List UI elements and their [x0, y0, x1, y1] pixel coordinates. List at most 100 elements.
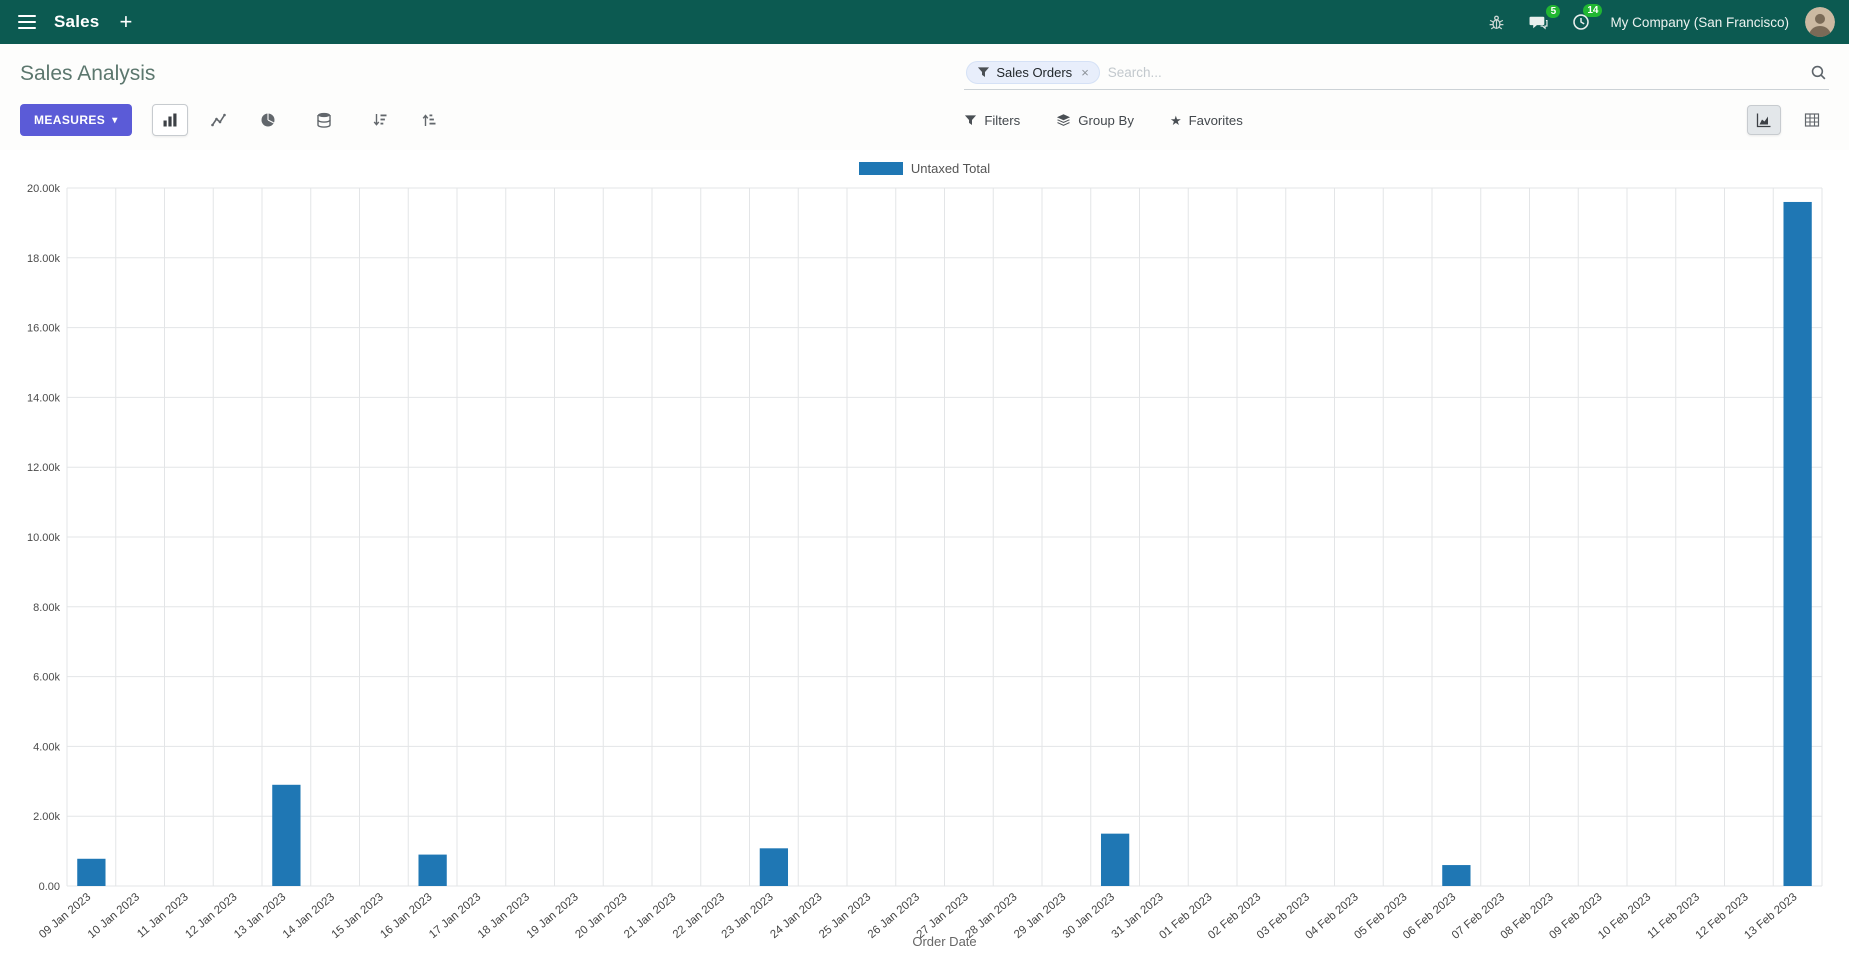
pivot-view-button[interactable] [1795, 105, 1829, 135]
activities-badge: 14 [1583, 4, 1603, 17]
user-avatar[interactable] [1805, 7, 1835, 37]
sort-ascending-button[interactable] [411, 104, 447, 136]
search-icon[interactable] [1810, 64, 1827, 81]
bar[interactable] [272, 784, 301, 886]
x-axis-label: 09 Jan 2023 [37, 891, 93, 941]
y-axis-label: 8.00k [33, 602, 60, 614]
search-bar[interactable]: Sales Orders × [964, 59, 1829, 90]
search-input[interactable] [1107, 64, 1802, 80]
x-axis-label: 18 Jan 2023 [476, 891, 532, 941]
x-axis-label: 13 Jan 2023 [232, 891, 288, 941]
sort-descending-icon [373, 114, 387, 126]
x-axis-label: 13 Feb 2023 [1742, 891, 1799, 942]
group-by-button[interactable]: Group By [1056, 113, 1134, 128]
area-chart-view-icon [1756, 113, 1771, 128]
x-axis-label: 15 Jan 2023 [330, 891, 386, 941]
measures-label: MEASURES [34, 113, 106, 127]
x-axis-label: 11 Jan 2023 [135, 891, 191, 940]
x-axis-label: 01 Feb 2023 [1157, 891, 1214, 942]
measures-button[interactable]: MEASURES ▾ [20, 104, 132, 136]
x-axis-label: 03 Feb 2023 [1255, 891, 1312, 942]
messages-button[interactable]: 5 [1525, 4, 1561, 35]
favorites-label: Favorites [1188, 112, 1243, 128]
graph-view-button[interactable] [1747, 105, 1781, 135]
legend-swatch [858, 161, 903, 175]
chart-type-group [151, 104, 286, 136]
bar[interactable] [1442, 865, 1471, 886]
line-chart-icon [210, 113, 226, 127]
clock-icon [1573, 14, 1590, 30]
line-chart-button[interactable] [201, 104, 237, 136]
bar[interactable] [759, 848, 789, 886]
legend-label: Untaxed Total [910, 160, 991, 176]
chevron-down-icon: ▾ [112, 114, 118, 126]
x-axis-label: 06 Feb 2023 [1401, 891, 1458, 942]
breadcrumb-row: Sales Analysis Sales Orders × [20, 52, 1829, 96]
bar-chart-icon [163, 113, 177, 127]
pie-chart-button[interactable] [250, 104, 286, 136]
bug-icon [1490, 15, 1504, 29]
x-axis-label: 05 Feb 2023 [1352, 891, 1409, 942]
x-axis-label: 17 Jan 2023 [427, 891, 483, 941]
bar-chart: 0.00 2.00k 4.00k 6.00k 8.00k 10.00k 12.00k 14.0… [27, 183, 1823, 949]
y-axis-label: 2.00k [33, 811, 60, 823]
x-axis-label: 23 Jan 2023 [720, 891, 776, 941]
x-axis-label: 30 Jan 2023 [1061, 891, 1117, 941]
x-axis-label: 19 Jan 2023 [525, 891, 581, 941]
bar[interactable] [77, 858, 106, 886]
activities-button[interactable]: 14 [1568, 4, 1603, 35]
layers-icon [1057, 114, 1071, 126]
group-by-label: Group By [1078, 112, 1134, 128]
y-axis-label: 14.00k [27, 392, 61, 404]
navbar-left: Sales + [14, 11, 138, 33]
apps-menu-button[interactable] [14, 11, 40, 33]
sort-descending-button[interactable] [362, 104, 398, 136]
x-axis-label: 04 Feb 2023 [1304, 891, 1361, 942]
x-axis-label: 08 Feb 2023 [1499, 891, 1556, 942]
filters-label: Filters [984, 112, 1021, 128]
facet-label: Sales Orders [996, 64, 1073, 80]
bar[interactable] [418, 854, 447, 886]
company-switcher[interactable]: My Company (San Francisco) [1610, 14, 1789, 30]
pie-chart-icon [261, 113, 275, 127]
x-axis-label: 21 Jan 2023 [622, 891, 678, 941]
new-tab-button[interactable]: + [113, 9, 138, 34]
plus-icon: + [119, 9, 133, 34]
y-axis-label: 6.00k [33, 672, 60, 684]
x-axis-label: 20 Jan 2023 [573, 891, 629, 941]
bar[interactable] [1783, 201, 1812, 887]
sort-group [362, 104, 447, 136]
favorites-button[interactable]: ★ Favorites [1170, 113, 1243, 128]
filters-button[interactable]: Filters [964, 113, 1020, 128]
page-title: Sales Analysis [20, 62, 156, 85]
search-facet[interactable]: Sales Orders × [966, 60, 1100, 84]
app-name[interactable]: Sales [54, 12, 100, 31]
x-axis-label: 02 Feb 2023 [1206, 891, 1263, 942]
messages-badge: 5 [1546, 4, 1561, 18]
sort-ascending-icon [422, 114, 436, 126]
chat-bubble-icon [1529, 16, 1548, 29]
x-axis-label: 12 Jan 2023 [183, 891, 239, 941]
bar[interactable] [1100, 833, 1130, 886]
y-axis-label: 18.00k [27, 253, 61, 265]
chart-legend[interactable]: Untaxed Total [0, 156, 1849, 180]
pivot-table-view-icon [1804, 113, 1820, 127]
facet-remove-button[interactable]: × [1081, 64, 1089, 80]
y-axis-label: 16.00k [27, 323, 61, 335]
search-options-row: Filters Group By ★ Favorites [964, 105, 1829, 135]
bar-chart-button[interactable] [151, 104, 188, 136]
x-axis-label: 07 Feb 2023 [1450, 891, 1507, 942]
x-axis-label: 16 Jan 2023 [378, 891, 434, 941]
debug-button[interactable] [1484, 10, 1509, 35]
y-axis-label: 0.00 [39, 881, 60, 893]
filters-funnel-icon [965, 114, 977, 125]
x-axis-label: 09 Feb 2023 [1547, 891, 1604, 942]
stacked-toggle-button[interactable] [306, 104, 342, 136]
y-axis-label: 12.00k [27, 462, 61, 474]
view-switcher [1747, 105, 1829, 135]
x-axis-label: 25 Jan 2023 [817, 891, 873, 941]
toolbar-row: MEASURES ▾ [20, 96, 1829, 144]
y-axis-label: 20.00k [27, 183, 61, 195]
x-axis-title: Order Date [912, 934, 976, 949]
graph-toolbar: MEASURES ▾ [20, 104, 964, 136]
